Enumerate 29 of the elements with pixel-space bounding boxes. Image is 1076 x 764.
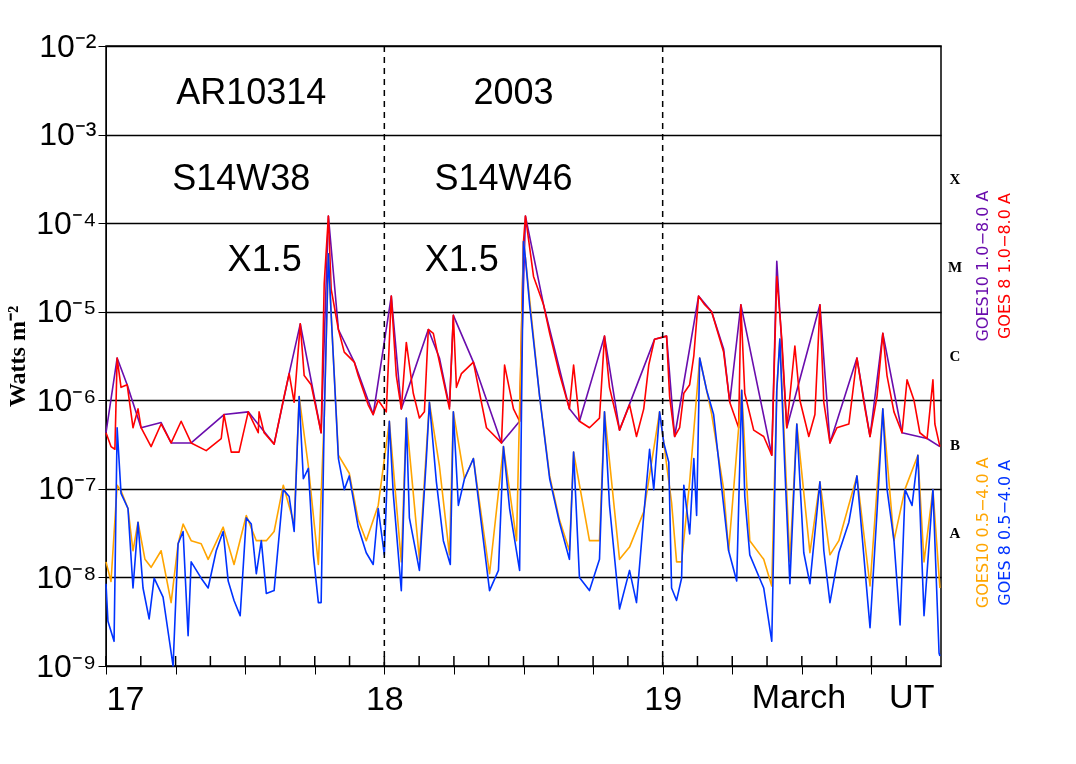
text: UT	[889, 677, 935, 715]
y-axis-title: Watts m⁻²	[4, 305, 31, 408]
y-tick-label: 10⁻³	[39, 116, 97, 153]
annotation: 2003	[473, 70, 554, 112]
text: GOES10 1.0−8.0 A	[973, 190, 992, 342]
annotation: X1.5	[227, 237, 302, 279]
text: M	[947, 259, 963, 276]
y-tick-label: 10⁻⁸	[36, 558, 97, 595]
x-tick-label: 19	[644, 678, 683, 717]
y-tick-label: 10⁻⁴	[36, 204, 97, 241]
annotation: S14W38	[172, 157, 311, 199]
x-tick-label: 17	[106, 678, 145, 717]
annotation: S14W46	[434, 157, 573, 199]
y-tick-label: 10⁻⁶	[36, 381, 97, 418]
y-tick-label: 10⁻²	[39, 27, 97, 64]
y-tick-label: 10⁻⁵	[36, 293, 97, 330]
y-tick-label: 10⁻⁹	[36, 647, 97, 684]
text: GOES10 0.5−4.0 A	[973, 457, 992, 609]
annotation: AR10314	[176, 70, 327, 112]
text: GOES 8 1.0−8.0 A	[995, 193, 1014, 340]
text: A	[949, 525, 961, 542]
text: C	[949, 348, 961, 364]
x-tick-label: 18	[365, 678, 404, 717]
text: March	[751, 677, 847, 715]
text: B	[949, 436, 961, 453]
annotation: X1.5	[424, 237, 499, 279]
text: GOES 8 0.5−4.0 A	[995, 459, 1014, 606]
y-tick-label: 10⁻⁷	[38, 470, 97, 507]
text: X	[949, 170, 961, 187]
